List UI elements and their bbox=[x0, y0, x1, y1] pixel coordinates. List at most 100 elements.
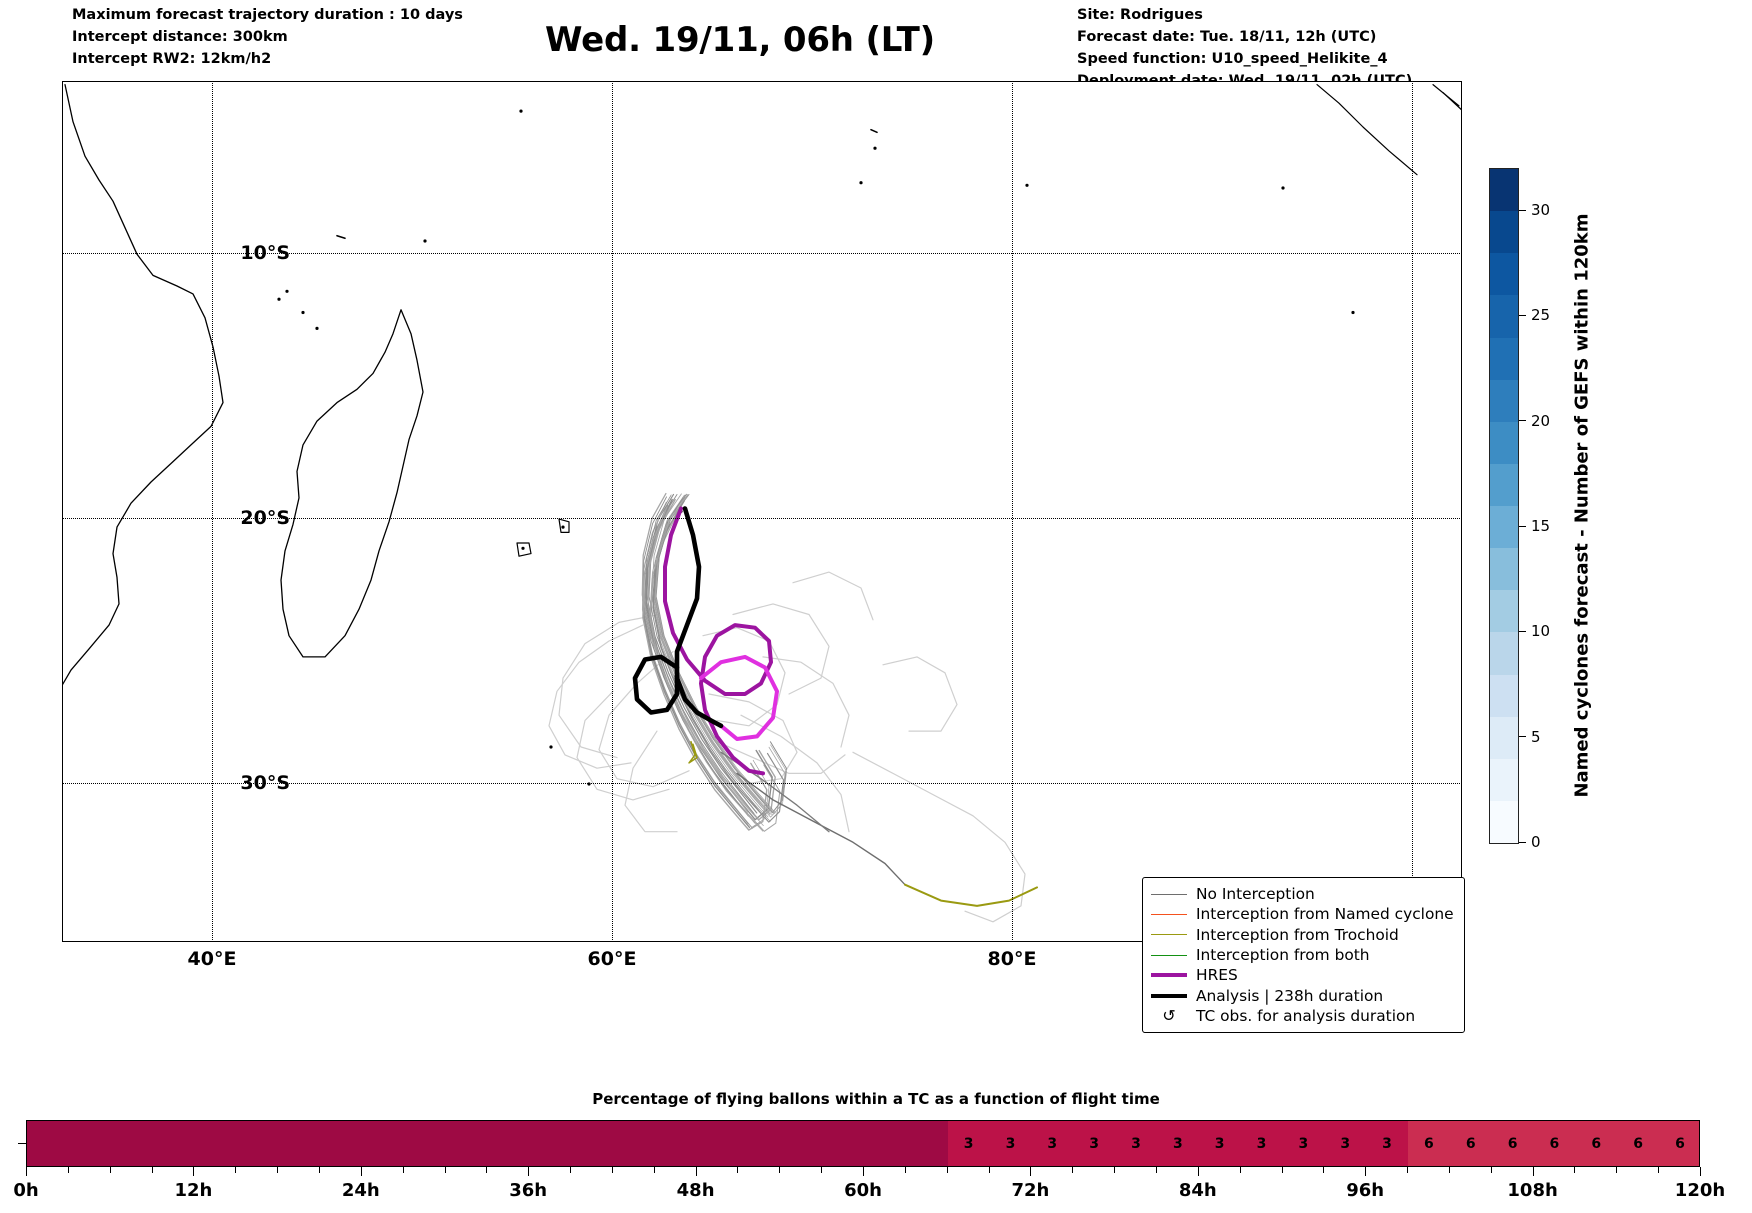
percentage-bar-tick-42h bbox=[611, 1167, 613, 1173]
percentage-bar-tick-78h bbox=[1114, 1167, 1116, 1173]
map-plot-area[interactable] bbox=[62, 81, 1462, 942]
legend-item-5[interactable]: Analysis | 238h duration bbox=[1151, 985, 1454, 1005]
percentage-bar-tick-120h bbox=[1700, 1167, 1701, 1176]
colorbar-tick-label: 25 bbox=[1531, 306, 1551, 325]
percentage-bar-cell-66h: 3 bbox=[947, 1121, 990, 1166]
colorbar-tick-20: 20 bbox=[1519, 412, 1550, 430]
colorbar-tick-0: 0 bbox=[1519, 833, 1541, 851]
percentage-bar-cell-93h: 3 bbox=[1324, 1121, 1367, 1166]
percentage-bar-cell-90h: 3 bbox=[1282, 1121, 1325, 1166]
percentage-bar-tick-0h bbox=[26, 1167, 27, 1176]
legend-item-1[interactable]: Interception from Named cyclone bbox=[1151, 904, 1454, 924]
colorbar-tick-10: 10 bbox=[1519, 622, 1550, 640]
x-tick-label-40e: 40°E bbox=[187, 948, 237, 970]
y-tick-label-10s: 10°S bbox=[240, 242, 290, 265]
colorbar-segment-9 bbox=[1490, 421, 1518, 464]
legend-line-swatch bbox=[1151, 913, 1187, 915]
ensemble-trajectory-faint bbox=[852, 751, 1026, 923]
island-marker bbox=[521, 546, 525, 550]
header-site-line: Site: Rodrigues bbox=[1077, 7, 1203, 23]
colorbar-tick-mark bbox=[1519, 209, 1526, 211]
trajectory-hres-loop bbox=[699, 654, 779, 741]
percentage-bar-tick-90h bbox=[1281, 1167, 1283, 1173]
coastline-africa-east bbox=[63, 83, 224, 686]
x-tick-label-80e: 80°E bbox=[987, 948, 1037, 970]
ensemble-trajectory bbox=[654, 495, 787, 816]
legend-item-label: TC obs. for analysis duration bbox=[1196, 1006, 1416, 1025]
legend-item-label: Interception from Trochoid bbox=[1196, 925, 1399, 944]
legend-item-6[interactable]: ↺ TC obs. for analysis duration bbox=[1151, 1006, 1454, 1026]
percentage-bar-label-24h: 24h bbox=[341, 1180, 380, 1201]
colorbar-tick-label: 30 bbox=[1531, 201, 1551, 220]
colorbar-tick-mark bbox=[1519, 841, 1526, 843]
map-legend[interactable]: No Interception Interception from Named c… bbox=[1142, 877, 1465, 1034]
legend-line-swatch bbox=[1151, 934, 1187, 936]
percentage-bar-tick-48h bbox=[695, 1167, 697, 1176]
header-forecast-date-line: Forecast date: Tue. 18/11, 12h (UTC) bbox=[1077, 29, 1377, 46]
ensemble-trajectory bbox=[645, 494, 755, 814]
colorbar-tick-label: 5 bbox=[1531, 727, 1541, 746]
percentage-bar-label-84h: 84h bbox=[1178, 1180, 1217, 1201]
percentage-bar-label-108h: 108h bbox=[1507, 1180, 1558, 1201]
ensemble-trajectory bbox=[651, 493, 767, 813]
percentage-bar-label-0h: 0h bbox=[13, 1180, 39, 1201]
ensemble-trajectory-faint bbox=[740, 714, 850, 833]
percentage-bar-cell-72h: 3 bbox=[1031, 1121, 1074, 1166]
colorbar-segment-8 bbox=[1490, 463, 1518, 506]
percentage-bar-tick-93h bbox=[1323, 1167, 1325, 1173]
percentage-bar-cell-111h: 6 bbox=[1575, 1121, 1618, 1166]
trajectory-interception-trochoid bbox=[904, 883, 1038, 907]
ensemble-trajectory bbox=[656, 494, 776, 814]
percentage-bar-cell-81h: 3 bbox=[1156, 1121, 1199, 1166]
percentage-bar-tick-21h bbox=[318, 1167, 320, 1173]
percentage-bar-cell-69h: 3 bbox=[989, 1121, 1032, 1166]
legend-line-swatch bbox=[1151, 893, 1187, 895]
percentage-bar-tick-18h bbox=[277, 1167, 279, 1173]
trajectory-analysis-loop bbox=[632, 654, 680, 715]
colorbar-tick-30: 30 bbox=[1519, 201, 1550, 219]
ensemble-trajectory-faint bbox=[792, 571, 874, 621]
percentage-bar-tick-33h bbox=[486, 1167, 488, 1173]
y-tick-label-20s: 20°S bbox=[240, 507, 290, 530]
colorbar-tick-label: 20 bbox=[1531, 411, 1551, 430]
colorbar[interactable] bbox=[1489, 168, 1519, 844]
percentage-bar-label-48h: 48h bbox=[676, 1180, 715, 1201]
colorbar-segment-1 bbox=[1490, 758, 1518, 801]
legend-line-swatch bbox=[1151, 954, 1187, 956]
legend-item-0[interactable]: No Interception bbox=[1151, 884, 1454, 904]
colorbar-tick-mark bbox=[1519, 630, 1526, 632]
ensemble-trajectory-faint bbox=[558, 613, 660, 759]
percentage-bar-cell-96h: 3 bbox=[1366, 1121, 1408, 1166]
colorbar-segment-11 bbox=[1490, 337, 1518, 380]
colorbar-title: Named cyclones forecast - Number of GEFS… bbox=[1567, 168, 1597, 842]
percentage-bar-tick-87h bbox=[1239, 1167, 1241, 1173]
island-marker bbox=[285, 289, 289, 293]
percentage-bar-tick-84h bbox=[1197, 1167, 1199, 1176]
header-left-line-3: Intercept RW2: 12km/h2 bbox=[72, 51, 272, 68]
coastline-madagascar bbox=[280, 309, 424, 658]
ensemble-trajectory bbox=[649, 507, 764, 832]
percentage-bar-tick-30h bbox=[444, 1167, 446, 1173]
colorbar-segment-10 bbox=[1490, 379, 1518, 422]
y-tick-label-30s: 30°S bbox=[240, 772, 290, 795]
gridline-lat-30 bbox=[62, 783, 1462, 785]
ensemble-trajectory bbox=[652, 500, 785, 823]
legend-line-swatch bbox=[1151, 993, 1187, 998]
coastline-sumatra bbox=[1316, 84, 1418, 176]
legend-item-label: No Interception bbox=[1196, 885, 1315, 904]
legend-item-4[interactable]: HRES bbox=[1151, 965, 1454, 985]
x-tick-label-60e: 60°E bbox=[587, 948, 637, 970]
colorbar-title-text: Named cyclones forecast - Number of GEFS… bbox=[1571, 212, 1593, 798]
legend-item-3[interactable]: Interception from both bbox=[1151, 945, 1454, 965]
colorbar-segment-6 bbox=[1490, 548, 1518, 591]
percentage-bar-tick-114h bbox=[1616, 1167, 1618, 1173]
island-marker bbox=[859, 181, 863, 185]
legend-item-2[interactable]: Interception from Trochoid bbox=[1151, 925, 1454, 945]
ensemble-trajectory bbox=[644, 505, 770, 828]
percentage-bar-cell-102h: 6 bbox=[1449, 1121, 1492, 1166]
island-marker bbox=[1351, 310, 1355, 315]
percentage-bar-tick-75h bbox=[1072, 1167, 1074, 1173]
percentage-bar-tick-99h bbox=[1407, 1167, 1409, 1173]
